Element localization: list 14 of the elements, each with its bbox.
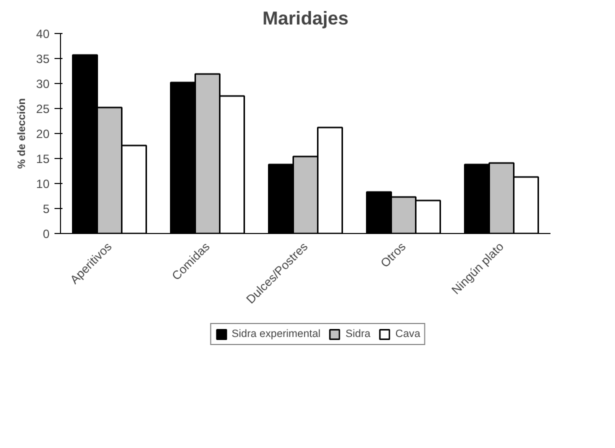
y-tick-label: 35: [36, 52, 50, 66]
y-tick-label: 15: [36, 152, 50, 166]
y-axis-title: % de elección: [16, 98, 28, 169]
y-tick-label: 0: [42, 227, 50, 241]
y-tick-label: 25: [36, 102, 50, 116]
y-tick-label: 20: [36, 127, 50, 141]
legend-label: Sidra experimental: [232, 328, 321, 340]
y-tick-label: 5: [42, 202, 50, 216]
chart-title: Maridajes: [262, 8, 349, 28]
legend-label: Sidra: [346, 328, 370, 340]
y-tick-label: 40: [36, 27, 50, 41]
y-tick-label: 30: [36, 77, 50, 91]
legend-label: Cava: [395, 328, 420, 340]
y-tick-label: 10: [36, 177, 50, 191]
